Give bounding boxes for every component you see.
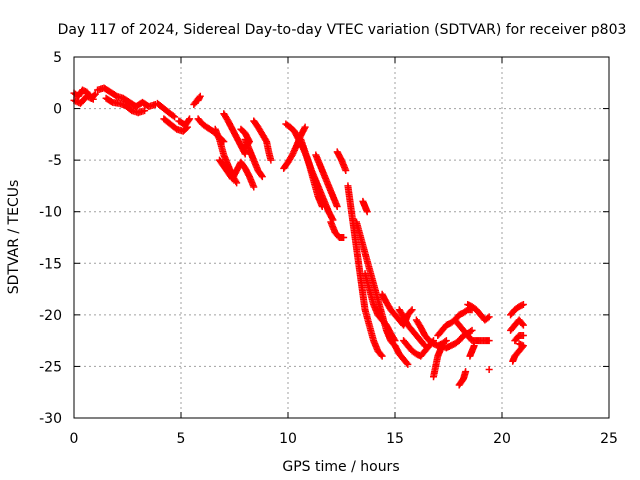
- data-point: [462, 368, 470, 376]
- x-tick-label: 15: [386, 431, 404, 447]
- data-point: [91, 90, 99, 98]
- data-point: [515, 340, 523, 348]
- data-point: [519, 321, 527, 329]
- axis-ticks: 0 5 10 15 20 25 5 0 -5 -10 -15 -20 -25 -30: [39, 50, 618, 447]
- x-tick-label: 0: [70, 431, 79, 447]
- plot-frame: [73, 56, 610, 419]
- data-point: [262, 136, 270, 144]
- grid-lines: [74, 57, 609, 418]
- data-point: [267, 156, 275, 164]
- data-point: [318, 203, 326, 211]
- x-tick-label: 10: [279, 431, 297, 447]
- data-point: [378, 352, 386, 360]
- data-point: [257, 171, 265, 179]
- data-point: [519, 331, 527, 339]
- data-point: [169, 112, 177, 120]
- data-point: [420, 341, 428, 349]
- data-point: [258, 173, 266, 181]
- data-point: [186, 115, 194, 123]
- data-points: [70, 84, 527, 389]
- data-point: [467, 327, 475, 335]
- data-point: [141, 107, 149, 115]
- data-point: [391, 337, 399, 345]
- data-point: [404, 360, 412, 368]
- data-point: [485, 337, 493, 345]
- data-point: [185, 116, 193, 124]
- data-point: [250, 183, 258, 191]
- data-point: [190, 100, 198, 108]
- data-point: [333, 203, 341, 211]
- data-point: [241, 150, 249, 158]
- data-point: [171, 113, 179, 121]
- data-point: [518, 320, 526, 328]
- y-tick-label: 5: [53, 50, 62, 66]
- data-point: [340, 234, 348, 241]
- data-point: [407, 307, 415, 315]
- data-point: [233, 179, 241, 187]
- data-point: [342, 166, 350, 174]
- x-tick-label: 20: [493, 431, 511, 447]
- y-axis-label: SDTVAR / TECUs: [6, 180, 22, 295]
- y-tick-label: -20: [39, 308, 62, 324]
- data-point: [377, 351, 385, 359]
- data-point: [191, 99, 199, 107]
- data-point: [468, 326, 476, 334]
- data-point: [403, 359, 411, 367]
- x-tick-label: 5: [177, 431, 186, 447]
- data-point: [485, 366, 493, 374]
- chart-title: Day 117 of 2024, Sidereal Day-to-day VTE…: [58, 22, 627, 38]
- data-point: [89, 95, 97, 103]
- data-point: [519, 301, 527, 309]
- y-tick-label: -25: [39, 359, 62, 375]
- y-tick-label: -15: [39, 256, 62, 272]
- y-tick-label: -10: [39, 205, 62, 221]
- data-point: [242, 143, 250, 151]
- data-point: [241, 144, 249, 152]
- y-tick-label: 0: [53, 102, 62, 118]
- data-point: [484, 314, 492, 322]
- data-point: [408, 306, 416, 314]
- y-tick-label: -5: [48, 153, 62, 169]
- data-point: [363, 208, 371, 216]
- data-point: [390, 335, 398, 343]
- data-point: [485, 313, 493, 321]
- x-axis-label: GPS time / hours: [282, 459, 399, 475]
- data-point: [301, 123, 309, 131]
- data-point: [442, 337, 450, 345]
- data-point: [470, 342, 478, 350]
- x-tick-label: 25: [600, 431, 618, 447]
- y-tick-label: -30: [39, 411, 62, 427]
